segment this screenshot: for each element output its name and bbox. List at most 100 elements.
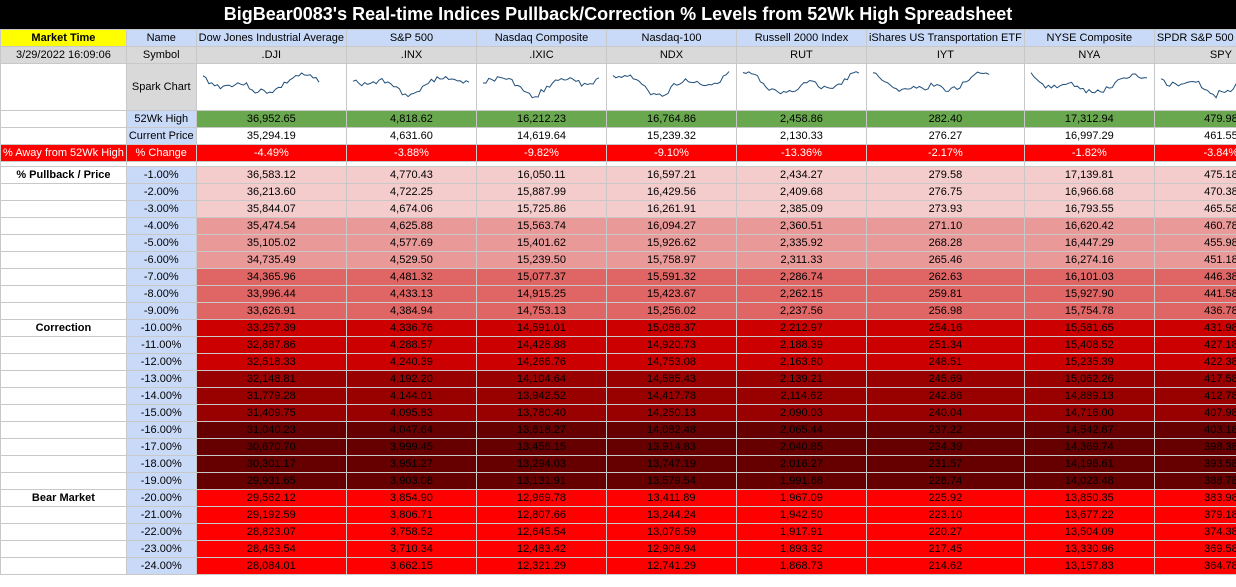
current-value[interactable]: 35,294.19: [195, 127, 347, 145]
pullback-price[interactable]: 29,192.59: [195, 506, 347, 524]
pullback-price[interactable]: 28,453.54: [195, 540, 347, 558]
pullback-price[interactable]: 14,104.64: [475, 370, 607, 388]
pullback-price[interactable]: 2,237.56: [735, 302, 867, 320]
pullback-price[interactable]: 465.58: [1153, 200, 1236, 218]
pullback-price[interactable]: 29,931.65: [195, 472, 347, 490]
row-label[interactable]: % Pullback / Price: [0, 166, 127, 184]
pullback-price[interactable]: 13,244.24: [605, 506, 737, 524]
pullback-price[interactable]: 262.63: [865, 268, 1025, 286]
change-label[interactable]: % Change: [125, 144, 197, 162]
market-time-value[interactable]: 3/29/2022 16:09:06: [0, 46, 127, 64]
current-value[interactable]: 276.27: [865, 127, 1025, 145]
index-name[interactable]: Nasdaq-100: [605, 29, 737, 47]
pullback-price[interactable]: 35,844.07: [195, 200, 347, 218]
pullback-price[interactable]: 3,854.90: [345, 489, 477, 507]
pullback-price[interactable]: 4,433.13: [345, 285, 477, 303]
pullback-price[interactable]: 234.39: [865, 438, 1025, 456]
row-label[interactable]: [0, 370, 127, 388]
pullback-price[interactable]: 14,250.13: [605, 404, 737, 422]
high-value[interactable]: 282.40: [865, 110, 1025, 128]
pullback-price[interactable]: 460.78: [1153, 217, 1236, 235]
pullback-price[interactable]: 4,095.83: [345, 404, 477, 422]
pullback-price[interactable]: 2,409.68: [735, 183, 867, 201]
pullback-price[interactable]: 15,591.32: [605, 268, 737, 286]
pullback-price[interactable]: 2,016.27: [735, 455, 867, 473]
pullback-price[interactable]: 2,040.85: [735, 438, 867, 456]
pullback-price[interactable]: 225.92: [865, 489, 1025, 507]
pullback-pct[interactable]: -24.00%: [125, 557, 197, 575]
pullback-price[interactable]: 2,385.09: [735, 200, 867, 218]
pullback-price[interactable]: 31,040.23: [195, 421, 347, 439]
pullback-price[interactable]: 13,942.52: [475, 387, 607, 405]
pullback-price[interactable]: 1,967.09: [735, 489, 867, 507]
current-value[interactable]: 16,997.29: [1023, 127, 1155, 145]
pullback-price[interactable]: 256.98: [865, 302, 1025, 320]
name-label[interactable]: Name: [125, 29, 197, 47]
pullback-price[interactable]: 242.86: [865, 387, 1025, 405]
pullback-price[interactable]: 4,625.88: [345, 217, 477, 235]
pullback-pct[interactable]: -16.00%: [125, 421, 197, 439]
pullback-price[interactable]: 15,256.02: [605, 302, 737, 320]
index-name[interactable]: Russell 2000 Index: [735, 29, 867, 47]
row-label[interactable]: [0, 404, 127, 422]
pullback-price[interactable]: 3,951.27: [345, 455, 477, 473]
change-value[interactable]: -9.10%: [605, 144, 737, 162]
pullback-price[interactable]: 4,674.06: [345, 200, 477, 218]
pullback-price[interactable]: 12,969.78: [475, 489, 607, 507]
change-value[interactable]: -4.49%: [195, 144, 347, 162]
pullback-price[interactable]: 279.58: [865, 166, 1025, 184]
pullback-pct[interactable]: -12.00%: [125, 353, 197, 371]
row-label[interactable]: [0, 234, 127, 252]
pullback-price[interactable]: 231.57: [865, 455, 1025, 473]
row-label[interactable]: [0, 183, 127, 201]
pullback-price[interactable]: 403.18: [1153, 421, 1236, 439]
pullback-pct[interactable]: -10.00%: [125, 319, 197, 337]
pullback-price[interactable]: 14,266.76: [475, 353, 607, 371]
pullback-price[interactable]: 33,996.44: [195, 285, 347, 303]
row-label[interactable]: [0, 251, 127, 269]
pullback-price[interactable]: 237.22: [865, 421, 1025, 439]
row-label[interactable]: [0, 353, 127, 371]
row-label[interactable]: [0, 285, 127, 303]
row-label[interactable]: [0, 506, 127, 524]
pullback-price[interactable]: 14,417.78: [605, 387, 737, 405]
pullback-price[interactable]: 14,428.88: [475, 336, 607, 354]
pullback-price[interactable]: 446.38: [1153, 268, 1236, 286]
symbol-label[interactable]: Symbol: [125, 46, 197, 64]
pullback-price[interactable]: 16,793.55: [1023, 200, 1155, 218]
pullback-price[interactable]: 4,144.01: [345, 387, 477, 405]
pullback-price[interactable]: 2,188.39: [735, 336, 867, 354]
pullback-price[interactable]: 431.98: [1153, 319, 1236, 337]
pullback-price[interactable]: 29,562.12: [195, 489, 347, 507]
pullback-pct[interactable]: -1.00%: [125, 166, 197, 184]
pullback-price[interactable]: 412.78: [1153, 387, 1236, 405]
pullback-price[interactable]: 35,474.54: [195, 217, 347, 235]
row-label[interactable]: [0, 336, 127, 354]
spark-chart[interactable]: [1023, 63, 1155, 111]
pullback-price[interactable]: 13,914.83: [605, 438, 737, 456]
current-blank[interactable]: [0, 127, 127, 145]
pullback-price[interactable]: 13,747.19: [605, 455, 737, 473]
high-blank[interactable]: [0, 110, 127, 128]
current-value[interactable]: 14,619.64: [475, 127, 607, 145]
pullback-pct[interactable]: -18.00%: [125, 455, 197, 473]
current-value[interactable]: 2,130.33: [735, 127, 867, 145]
pullback-price[interactable]: 455.98: [1153, 234, 1236, 252]
pullback-price[interactable]: 14,196.61: [1023, 455, 1155, 473]
change-value[interactable]: -9.82%: [475, 144, 607, 162]
high-label[interactable]: 52Wk High: [125, 110, 197, 128]
pullback-pct[interactable]: -6.00%: [125, 251, 197, 269]
pullback-price[interactable]: 31,779.28: [195, 387, 347, 405]
pullback-price[interactable]: 34,365.96: [195, 268, 347, 286]
pullback-price[interactable]: 16,274.16: [1023, 251, 1155, 269]
pullback-price[interactable]: 13,131.91: [475, 472, 607, 490]
pullback-price[interactable]: 475.18: [1153, 166, 1236, 184]
pullback-pct[interactable]: -3.00%: [125, 200, 197, 218]
pullback-price[interactable]: 15,754.78: [1023, 302, 1155, 320]
pullback-price[interactable]: 248.51: [865, 353, 1025, 371]
pullback-price[interactable]: 2,163.80: [735, 353, 867, 371]
pullback-price[interactable]: 16,050.11: [475, 166, 607, 184]
pullback-price[interactable]: 16,429.56: [605, 183, 737, 201]
pullback-price[interactable]: 15,401.62: [475, 234, 607, 252]
high-value[interactable]: 36,952.65: [195, 110, 347, 128]
